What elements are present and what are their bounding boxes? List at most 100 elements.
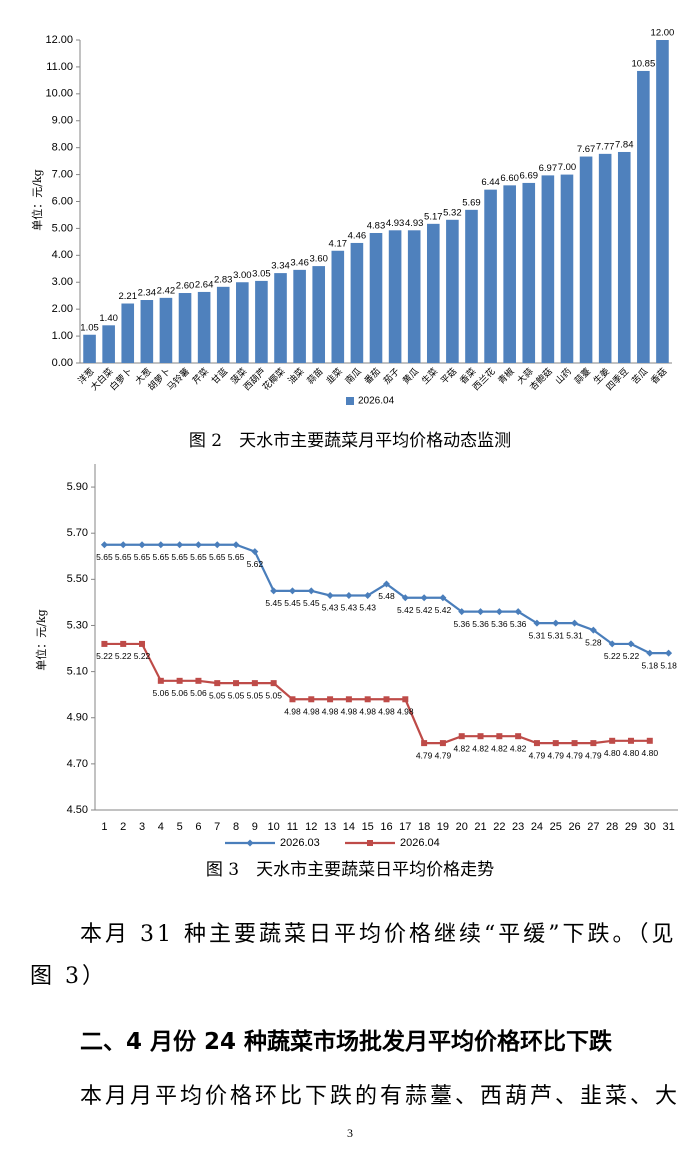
point	[496, 733, 503, 740]
point	[515, 733, 522, 740]
y-tick-label: 3.00	[52, 276, 73, 288]
y-tick-label: 4.50	[67, 804, 88, 816]
paragraph: 本月月平均价格环比下跌的有蒜薹、西葫芦、韭菜、大	[80, 1084, 681, 1109]
bar	[197, 291, 211, 363]
point	[327, 696, 334, 703]
x-tick-label: 4	[158, 821, 164, 833]
x-tick-label: 甘蓝	[209, 365, 230, 386]
point	[308, 696, 315, 703]
bar	[426, 223, 440, 363]
point	[100, 541, 108, 549]
x-tick-label: 芹菜	[190, 365, 211, 386]
x-tick-label: 27	[587, 821, 599, 833]
bar	[293, 269, 306, 363]
data-label: 4.80	[642, 748, 659, 758]
x-tick-label: 31	[662, 821, 674, 833]
point	[646, 737, 653, 744]
y-axis-title: 单位：元/kg	[30, 169, 44, 230]
point	[364, 696, 371, 703]
legend-label: 2026.04	[400, 837, 440, 849]
x-tick-label: 茄子	[381, 365, 402, 386]
x-tick-label: 山药	[553, 366, 574, 387]
bar	[159, 297, 173, 363]
data-label: 1.05	[80, 322, 99, 333]
data-label: 7.77	[596, 141, 615, 152]
x-tick-label: 12	[305, 821, 317, 833]
data-label: 5.36	[453, 619, 470, 629]
data-label: 5.36	[472, 619, 489, 629]
data-label: 4.79	[529, 750, 546, 760]
x-tick-label: 15	[362, 821, 374, 833]
point	[439, 594, 447, 602]
bar	[407, 230, 421, 363]
data-label: 5.28	[585, 637, 602, 647]
point	[213, 541, 221, 549]
data-label: 4.98	[378, 707, 395, 717]
bar	[522, 182, 536, 363]
y-axis-title: 单位：元/kg	[34, 609, 48, 670]
bar	[178, 293, 192, 363]
y-tick-label: 4.70	[67, 758, 88, 770]
x-tick-label: 8	[233, 821, 239, 833]
point	[665, 649, 673, 657]
point	[195, 677, 202, 684]
bar	[216, 286, 230, 363]
x-tick-label: 韭菜	[323, 365, 344, 386]
point	[270, 587, 278, 595]
point	[288, 587, 296, 595]
data-label: 12.00	[651, 28, 675, 39]
y-tick-label: 5.50	[67, 573, 88, 585]
data-label: 5.06	[190, 688, 207, 698]
data-label: 5.65	[115, 552, 132, 562]
bar	[121, 303, 135, 363]
bar	[656, 40, 669, 363]
data-label: 5.31	[529, 630, 546, 640]
data-label: 2.34	[138, 288, 157, 299]
y-tick-label: 4.00	[52, 249, 73, 261]
paragraph: 本月 31 种主要蔬菜日平均价格继续“平缓”下跌。（见图 3）	[30, 922, 677, 989]
y-tick-label: 6.00	[52, 195, 73, 207]
y-tick-label: 5.30	[67, 619, 88, 631]
x-tick-label: 平菇	[438, 365, 459, 386]
bar	[465, 209, 478, 363]
x-tick-label: 14	[343, 821, 355, 833]
bar	[331, 250, 345, 363]
point	[646, 649, 654, 657]
bar	[598, 153, 612, 363]
x-tick-label: 10	[268, 821, 280, 833]
point	[246, 839, 254, 847]
point	[420, 594, 428, 602]
x-tick-label: 18	[418, 821, 430, 833]
point	[119, 541, 127, 549]
x-tick-label: 生菜	[419, 365, 440, 386]
data-label: 4.82	[472, 743, 489, 753]
y-tick-label: 2.00	[52, 303, 73, 315]
x-tick-label: 23	[512, 821, 524, 833]
data-label: 5.17	[424, 211, 443, 222]
data-label: 4.98	[359, 707, 376, 717]
x-tick-label: 24	[531, 821, 543, 833]
point	[251, 548, 259, 556]
y-tick-label: 4.90	[67, 712, 88, 724]
x-tick-label: 5	[177, 821, 183, 833]
data-label: 5.22	[115, 651, 132, 661]
bar	[350, 242, 364, 363]
point	[571, 619, 579, 627]
data-label: 5.31	[547, 630, 564, 640]
point	[345, 696, 352, 703]
bar	[617, 151, 631, 363]
bar	[541, 175, 555, 363]
data-label: 3.00	[233, 270, 252, 281]
data-label: 3.05	[252, 268, 271, 279]
bar	[312, 266, 326, 363]
x-tick-label: 3	[139, 821, 145, 833]
data-label: 5.43	[322, 603, 339, 613]
data-label: 5.05	[247, 690, 264, 700]
point	[401, 594, 409, 602]
point	[627, 737, 634, 744]
x-tick-label: 油菜	[285, 365, 306, 386]
data-label: 5.05	[209, 690, 226, 700]
caption: 图 2 天水市主要蔬菜月平均价格动态监测	[188, 431, 512, 451]
point	[383, 696, 390, 703]
heading: 二、4 月份 24 种蔬菜市场批发月平均价格环比下跌	[80, 1029, 613, 1055]
